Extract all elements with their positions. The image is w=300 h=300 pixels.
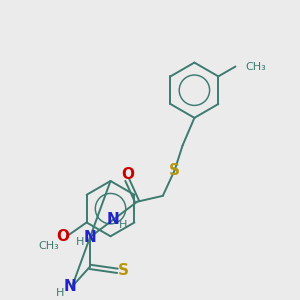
Text: H: H [76, 237, 84, 247]
Text: H: H [119, 220, 128, 230]
Text: N: N [107, 212, 120, 227]
Text: O: O [56, 229, 69, 244]
Text: CH₃: CH₃ [245, 61, 266, 71]
Text: N: N [64, 279, 76, 294]
Text: CH₃: CH₃ [39, 241, 59, 251]
Text: N: N [83, 230, 96, 245]
Text: O: O [121, 167, 134, 182]
Text: H: H [56, 287, 64, 298]
Text: S: S [169, 163, 180, 178]
Text: S: S [118, 263, 129, 278]
